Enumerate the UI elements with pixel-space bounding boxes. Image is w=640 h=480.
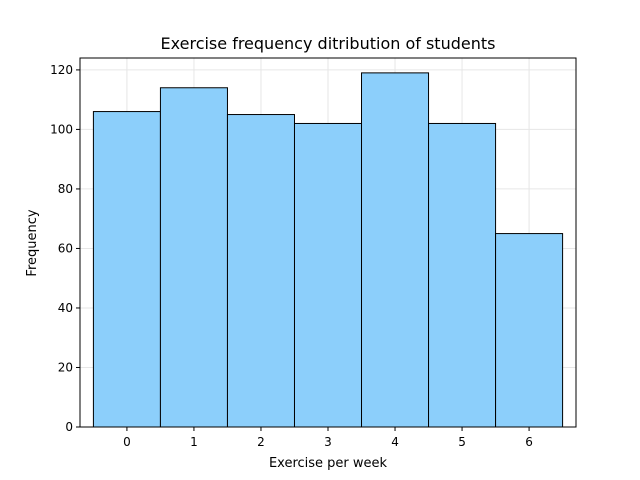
x-tick-label: 2 — [257, 435, 265, 449]
x-axis-ticks: 0 1 2 3 4 5 6 — [123, 427, 533, 449]
bar — [159, 87, 228, 428]
x-tick-label: 6 — [525, 435, 533, 449]
y-tick-label: 60 — [58, 241, 73, 255]
y-tick-label: 120 — [50, 63, 73, 77]
y-axis-ticks: 0 20 40 60 80 100 120 — [50, 63, 80, 434]
x-tick-label: 1 — [190, 435, 198, 449]
y-tick-label: 20 — [58, 360, 73, 374]
bar — [361, 72, 430, 428]
x-tick-label: 3 — [324, 435, 332, 449]
x-tick-label: 4 — [391, 435, 399, 449]
x-tick-label: 5 — [458, 435, 466, 449]
bar — [226, 114, 295, 428]
x-axis-label: Exercise per week — [269, 456, 388, 471]
y-tick-label: 100 — [50, 122, 73, 136]
y-tick-label: 80 — [58, 182, 73, 196]
y-axis-label: Frequency — [25, 209, 40, 276]
y-tick-label: 40 — [58, 301, 73, 315]
bar — [495, 233, 564, 428]
bar — [293, 122, 363, 428]
x-tick-label: 0 — [123, 435, 131, 449]
chart-title: Exercise frequency ditribution of studen… — [161, 34, 496, 53]
bars-group — [92, 72, 564, 428]
bar — [428, 122, 497, 428]
y-tick-label: 0 — [65, 420, 73, 434]
bar — [92, 111, 161, 428]
